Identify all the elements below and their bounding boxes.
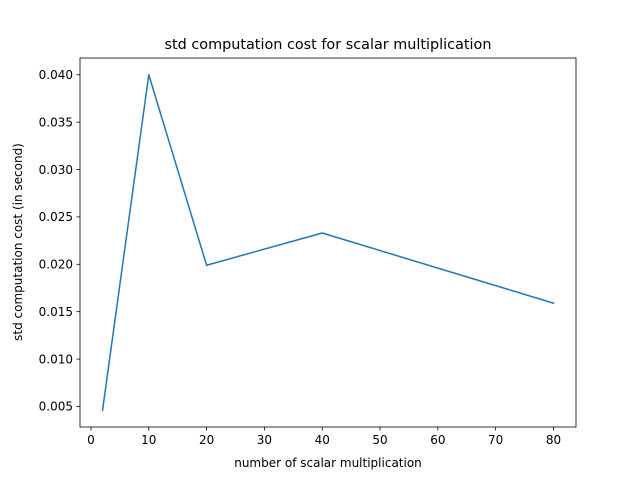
y-tick-label: 0.025 (39, 210, 73, 224)
x-axis-ticks: 0 10 20 30 40 50 60 70 80 (87, 427, 561, 447)
x-tick-label: 80 (546, 433, 561, 447)
x-tick-label: 40 (315, 433, 330, 447)
y-axis-label: std computation cost (in second) (11, 143, 25, 341)
y-tick-label: 0.040 (39, 68, 73, 82)
y-tick-label: 0.010 (39, 352, 73, 366)
x-tick-label: 0 (87, 433, 95, 447)
y-tick-label: 0.020 (39, 258, 73, 272)
x-tick-label: 20 (199, 433, 214, 447)
plot-layer (79, 57, 577, 428)
x-tick-label: 70 (488, 433, 503, 447)
series-line-0 (101, 74, 555, 412)
y-tick-label: 0.015 (39, 305, 73, 319)
y-tick-label: 0.035 (39, 115, 73, 129)
plot-frame (79, 57, 577, 428)
x-tick-label: 60 (430, 433, 445, 447)
chart-title: std computation cost for scalar multipli… (165, 37, 492, 53)
x-axis-label: number of scalar multiplication (234, 456, 422, 470)
y-tick-label: 0.030 (39, 163, 73, 177)
y-axis-ticks: 0.005 0.010 0.015 0.020 0.025 0.030 0.035 0.040 (39, 68, 80, 414)
x-tick-label: 50 (372, 433, 387, 447)
y-tick-label: 0.005 (39, 400, 73, 414)
x-tick-label: 10 (141, 433, 156, 447)
x-tick-label: 30 (257, 433, 272, 447)
